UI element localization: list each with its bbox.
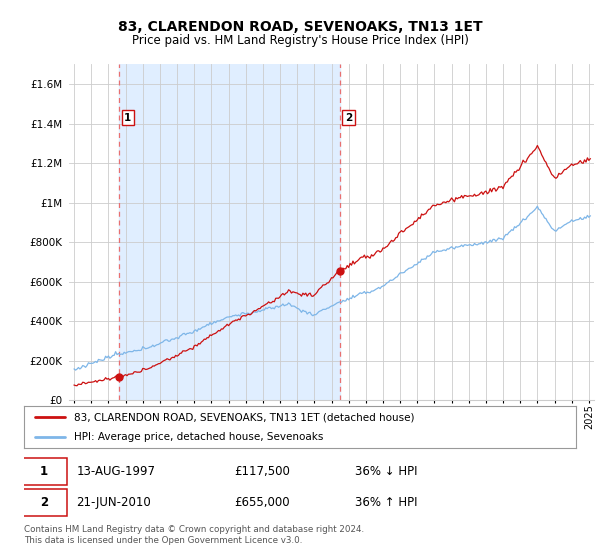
Text: HPI: Average price, detached house, Sevenoaks: HPI: Average price, detached house, Seve… bbox=[74, 432, 323, 442]
Text: 21-JUN-2010: 21-JUN-2010 bbox=[76, 496, 151, 509]
Text: Contains HM Land Registry data © Crown copyright and database right 2024.
This d: Contains HM Land Registry data © Crown c… bbox=[24, 525, 364, 545]
Text: 83, CLARENDON ROAD, SEVENOAKS, TN13 1ET: 83, CLARENDON ROAD, SEVENOAKS, TN13 1ET bbox=[118, 20, 482, 34]
Text: 36% ↓ HPI: 36% ↓ HPI bbox=[355, 465, 418, 478]
Text: 2: 2 bbox=[40, 496, 48, 509]
FancyBboxPatch shape bbox=[21, 489, 67, 516]
Text: 1: 1 bbox=[40, 465, 48, 478]
Text: Price paid vs. HM Land Registry's House Price Index (HPI): Price paid vs. HM Land Registry's House … bbox=[131, 34, 469, 46]
Bar bbox=[119, 64, 340, 400]
Text: 1: 1 bbox=[124, 113, 131, 123]
Text: 36% ↑ HPI: 36% ↑ HPI bbox=[355, 496, 418, 509]
Text: 83, CLARENDON ROAD, SEVENOAKS, TN13 1ET (detached house): 83, CLARENDON ROAD, SEVENOAKS, TN13 1ET … bbox=[74, 412, 414, 422]
Text: £117,500: £117,500 bbox=[234, 465, 290, 478]
Text: 13-AUG-1997: 13-AUG-1997 bbox=[76, 465, 155, 478]
Text: 2: 2 bbox=[345, 113, 352, 123]
Text: £655,000: £655,000 bbox=[234, 496, 289, 509]
FancyBboxPatch shape bbox=[21, 458, 67, 485]
